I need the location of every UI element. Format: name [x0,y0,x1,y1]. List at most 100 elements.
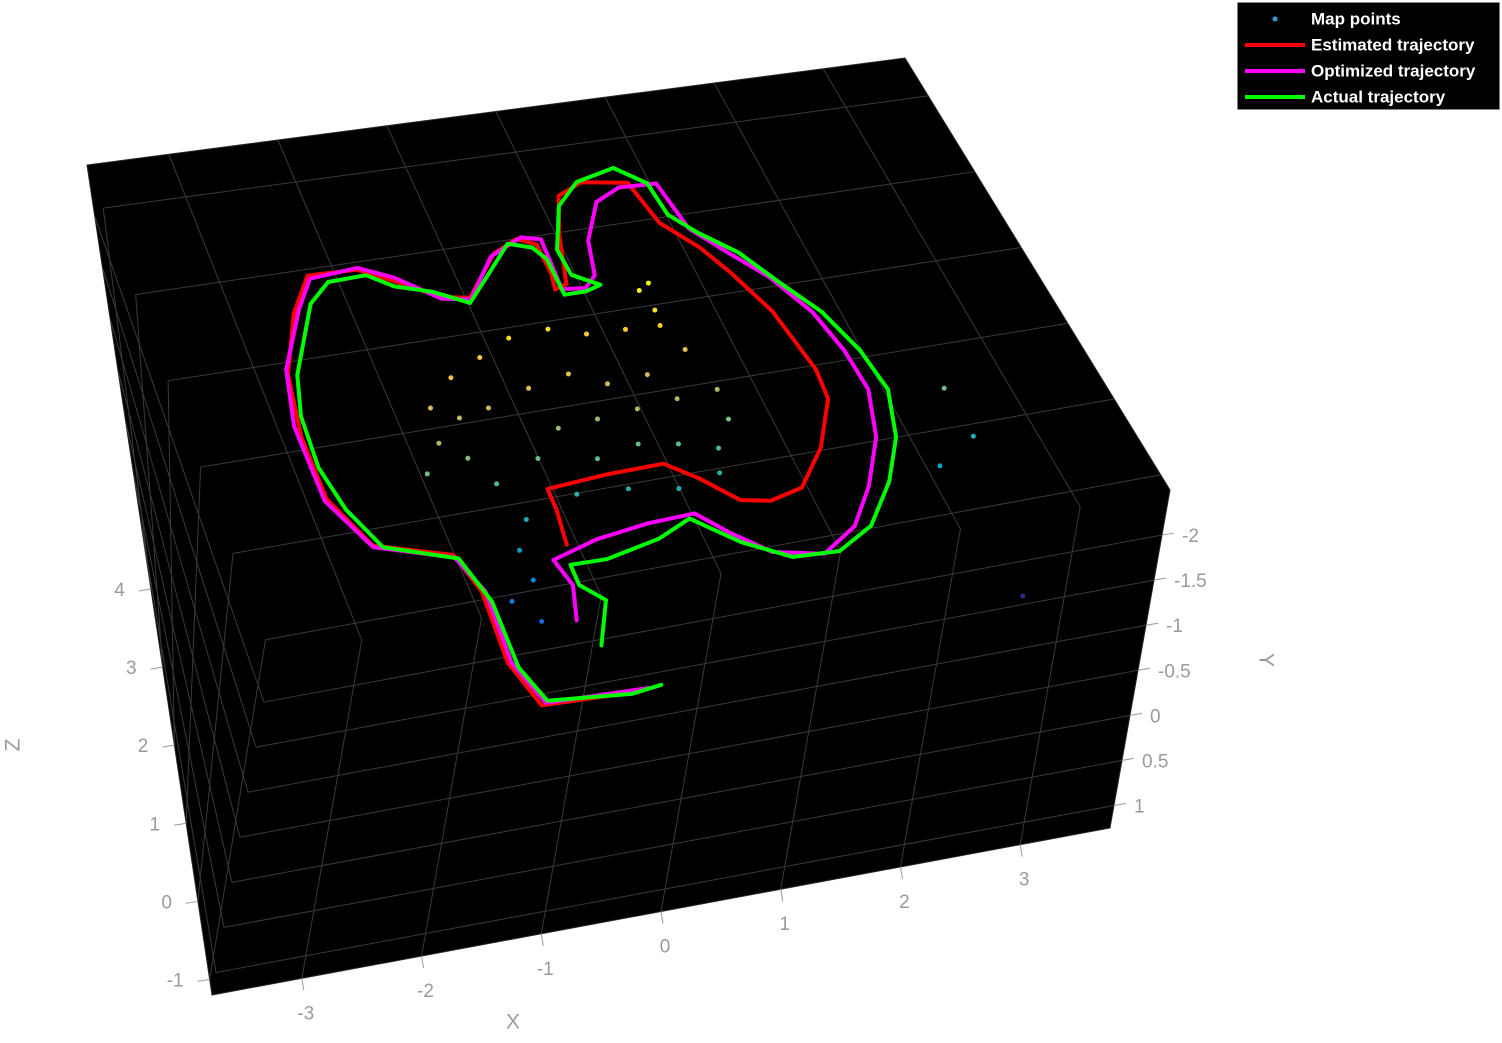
x-tick-mark [660,911,664,924]
map-point [424,471,430,477]
map-point [605,381,611,387]
map-point [539,618,545,624]
y-tick-mark [1137,667,1151,671]
map-point [526,385,532,391]
grid-line [231,714,1131,883]
z-tick-label: -1 [167,970,184,991]
z-axis-label: Z [2,738,25,751]
y-tick-label: -1.5 [1174,571,1207,592]
map-point [509,598,515,604]
legend-label: Estimated trajectory [1311,35,1475,54]
grid-line [713,82,961,530]
plot-area [284,166,1026,708]
map-point [1020,593,1026,599]
grid-line [822,68,1081,507]
map-point [717,470,723,476]
grid-line [167,380,175,746]
grid-line [780,551,842,890]
x-tick-label: -1 [537,959,554,980]
grid-line [277,139,482,619]
grid-line [209,639,267,980]
z-tick-mark [174,822,187,826]
grid-line [386,125,602,596]
y-tick-label: -1 [1166,616,1183,637]
map-point [674,396,680,402]
grid-line [94,216,265,703]
z-tick-label: 1 [150,814,161,835]
legend-label: Actual trajectory [1311,87,1446,106]
grid-line [168,246,1022,382]
grid-line [168,154,363,641]
z-tick-mark [185,900,198,904]
y-tick-mark [1145,622,1159,626]
legend-marker [1272,16,1278,22]
z-tick-label: 4 [114,580,125,601]
grid-line [232,398,1115,554]
map-point [594,416,600,422]
x-tick-mark [899,866,903,880]
map-point [636,287,642,293]
map-point [428,405,434,411]
trajectory-line [295,166,899,703]
x-tick-label: 2 [899,892,910,913]
map-point [494,481,500,487]
x-tick-mark [780,889,784,902]
map-point [436,440,442,446]
map-point [676,486,682,492]
grid-line [604,97,842,552]
tick-labels: -3 -2 -1 0 1 2 3 -2 -1.5 -1 -0.5 0 0.5 1 -1 0 1 2 3 4 [114,526,1206,1024]
grid-line [265,474,1161,641]
x-tick-mark [301,978,305,991]
map-point [622,326,628,332]
x-tick-label: -2 [417,981,434,1002]
y-tick-mark [1121,757,1135,761]
legend-label: Map points [1311,9,1401,28]
grid-line [140,524,217,973]
y-tick-mark [1153,577,1167,581]
grid-line [495,111,722,574]
z-tick-mark [150,666,163,670]
map-point [574,491,580,497]
z-tick-label: 2 [138,736,149,757]
x-tick-label: 1 [779,914,790,935]
y-tick-label: 1 [1134,796,1145,817]
x-tick-label: 0 [660,937,671,958]
map-point [937,463,943,469]
grid-line [125,421,233,883]
map-point [545,326,551,332]
map-point [645,280,651,286]
grid-line [899,528,961,868]
legend-box [1236,1,1501,111]
map-point [523,517,529,523]
map-point [555,425,561,431]
grid-line [185,467,202,824]
map-point [565,371,571,377]
y-tick-mark [1129,712,1143,716]
map-point [941,385,947,391]
map-point [644,372,650,378]
map-point [530,577,536,583]
map-point [714,386,720,392]
grid-line [421,617,483,957]
grid-line [223,759,1123,928]
grid-line [197,553,234,902]
map-point [506,335,512,341]
map-point [726,416,732,422]
grid-line [1019,506,1081,845]
map-point [635,441,641,447]
map-point [584,331,590,337]
x-tick-label: -3 [297,1003,314,1024]
grid-line [200,322,1068,468]
z-tick-mark [162,744,175,748]
grid-line [103,95,929,209]
x-tick-label: 3 [1019,870,1030,891]
y-tick-label: -2 [1182,526,1199,547]
grid-line [135,171,975,295]
grid-line [215,804,1115,973]
map-point [485,405,491,411]
grid [94,68,1163,980]
grid-line [109,318,249,793]
y-tick-label: 0.5 [1142,751,1168,772]
map-point [465,455,471,461]
